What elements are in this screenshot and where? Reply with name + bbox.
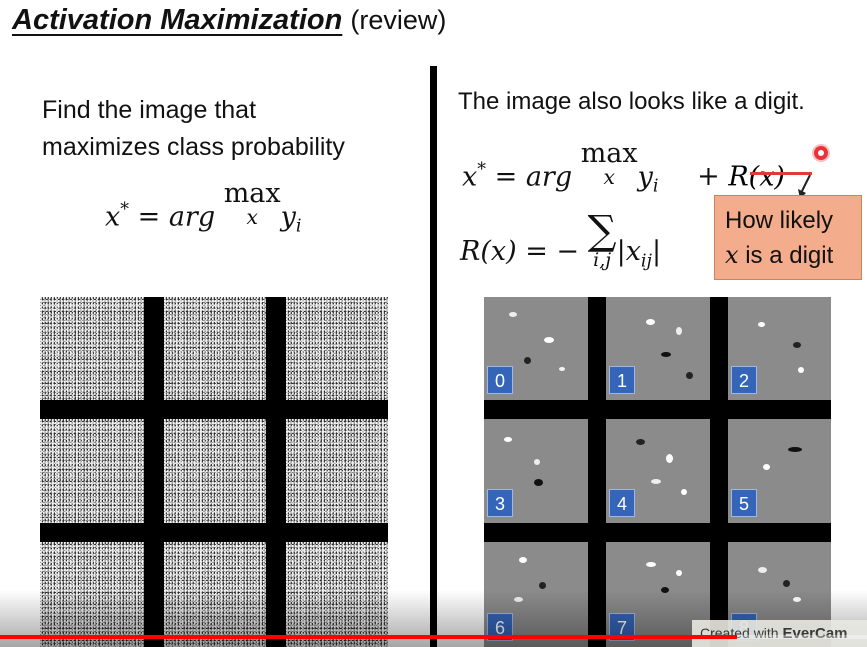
video-progress-played bbox=[0, 635, 737, 639]
digit-cell: 2 bbox=[728, 297, 831, 400]
callout-box: How likely x is a digit bbox=[714, 195, 862, 280]
slide-title: Activation Maximization (review) bbox=[12, 4, 446, 37]
digit-cell: 5 bbox=[728, 419, 831, 523]
callout-line-2: x is a digit bbox=[725, 241, 834, 269]
column-divider bbox=[430, 66, 437, 647]
right-equation-2: R(x) = − ∑ i,j |xij| bbox=[460, 206, 662, 272]
callout-line-1: How likely bbox=[725, 207, 834, 234]
left-line-1: Find the image that bbox=[42, 96, 257, 124]
noise-cell bbox=[286, 542, 388, 647]
noise-cell bbox=[40, 297, 144, 400]
digit-label-2: 2 bbox=[731, 366, 757, 394]
digit-label-3: 3 bbox=[487, 489, 513, 517]
right-heading: The image also looks like a digit. bbox=[458, 88, 805, 115]
regularizer-term: R(x) bbox=[728, 161, 785, 193]
regularizer-underline bbox=[750, 172, 812, 175]
left-description: Find the image that maximizes class prob… bbox=[42, 92, 345, 166]
digit-cell: 0 bbox=[484, 297, 588, 400]
digit-label-1: 1 bbox=[609, 366, 635, 394]
digit-label-5: 5 bbox=[731, 489, 757, 517]
right-equation-1: x* = arg max x yi + R(x) bbox=[462, 138, 785, 197]
noise-cell bbox=[286, 297, 388, 400]
title-suffix: (review) bbox=[350, 5, 447, 35]
noise-cell bbox=[164, 419, 266, 523]
noise-cell bbox=[164, 542, 266, 647]
digit-cell: 4 bbox=[606, 419, 710, 523]
digit-cell: 3 bbox=[484, 419, 588, 523]
left-equation: x* = arg max x yi bbox=[105, 178, 302, 237]
video-progress-bar[interactable] bbox=[0, 635, 867, 639]
pointer-dot bbox=[814, 146, 828, 160]
noise-cell bbox=[286, 419, 388, 523]
recorder-watermark: Created with EverCam bbox=[692, 620, 867, 647]
digit-label-4: 4 bbox=[609, 489, 635, 517]
left-line-2: maximizes class probability bbox=[42, 133, 345, 161]
noise-cell bbox=[40, 419, 144, 523]
title-main: Activation Maximization bbox=[12, 4, 343, 36]
noise-cell bbox=[40, 542, 144, 647]
digit-cell: 6 bbox=[484, 542, 588, 647]
digit-label-0: 0 bbox=[487, 366, 513, 394]
noise-cell bbox=[164, 297, 266, 400]
digit-cell: 1 bbox=[606, 297, 710, 400]
noise-image-grid bbox=[40, 297, 388, 647]
